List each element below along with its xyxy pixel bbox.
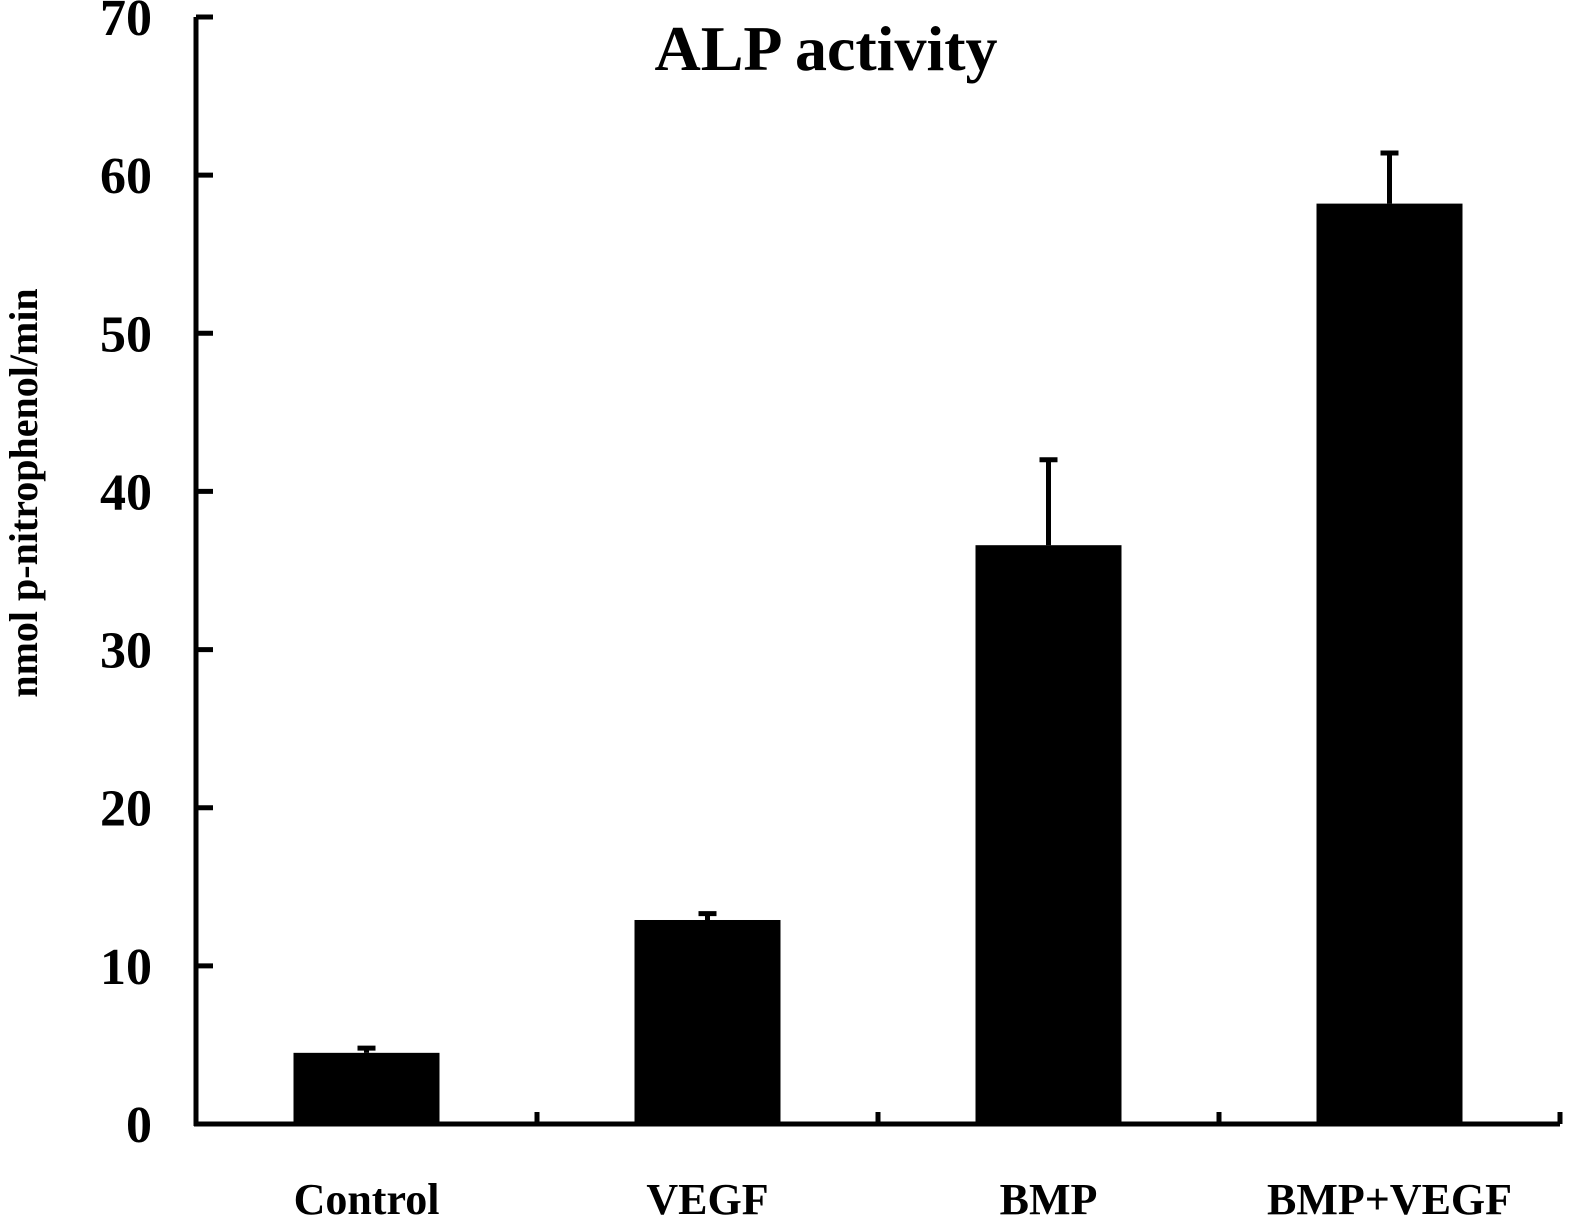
bar [975, 545, 1122, 1124]
y-tick-label: 70 [100, 0, 152, 47]
y-tick-label: 20 [100, 781, 152, 838]
y-tick-labels: 0 10 20 30 40 50 60 70 [100, 0, 152, 1154]
bar [1316, 203, 1463, 1124]
y-tick-label: 60 [100, 148, 152, 205]
bars [293, 203, 1463, 1124]
bar [634, 919, 781, 1124]
error-bars [357, 150, 1399, 1053]
y-tick-label: 50 [100, 306, 152, 363]
y-tick-label: 0 [126, 1097, 152, 1154]
category-label: BMP [1000, 1175, 1098, 1224]
category-labels: Control VEGF BMP BMP+VEGF [294, 1175, 1512, 1224]
y-tick-label: 30 [100, 623, 152, 680]
bar [293, 1052, 440, 1124]
category-label: VEGF [646, 1175, 768, 1224]
y-axis [193, 14, 213, 1127]
y-tick-label: 40 [100, 464, 152, 521]
category-label: BMP+VEGF [1267, 1175, 1512, 1224]
category-label: Control [294, 1175, 440, 1224]
chart-title: ALP activity [654, 13, 997, 84]
y-axis-label: nmol p-nitrophenol/min [1, 288, 46, 697]
y-tick-label: 10 [100, 939, 152, 996]
